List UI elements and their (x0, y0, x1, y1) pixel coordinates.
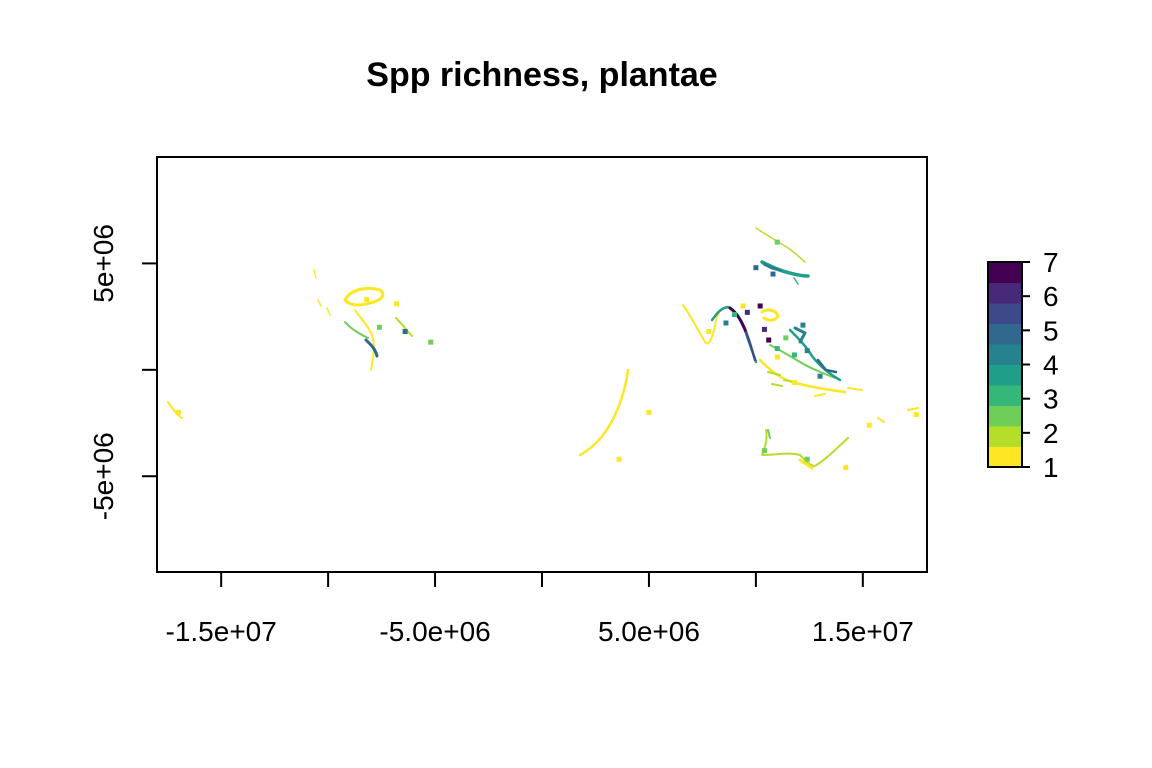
richness-cell (402, 329, 408, 335)
y-tick-label: -5e+06 (88, 432, 119, 520)
richness-cell (376, 324, 382, 330)
colorbar-tick-label: 6 (1043, 281, 1059, 312)
coast-feature (877, 407, 919, 423)
coast-feature (354, 309, 375, 371)
richness-cell (428, 339, 434, 345)
coast-feature (578, 368, 630, 457)
richness-cell (723, 320, 729, 326)
richness-cell (804, 348, 810, 354)
colorbar-tick-label: 1 (1043, 452, 1059, 483)
richness-cell (800, 322, 806, 328)
richness-cell (791, 380, 797, 386)
richness-cell (774, 354, 780, 360)
x-tick-label: 1.5e+07 (812, 616, 914, 647)
colorbar-tick-label: 3 (1043, 384, 1059, 415)
colorbar-tick-label: 7 (1043, 247, 1059, 278)
coast-feature (343, 286, 385, 307)
coast-feature (728, 306, 748, 334)
richness-cell (706, 329, 712, 335)
colorbar-segment (988, 303, 1022, 324)
colorbar-segment (988, 385, 1022, 406)
richness-cell (175, 409, 181, 415)
x-tick-label: -1.5e+07 (166, 616, 277, 647)
coast-feature (793, 326, 807, 344)
colorbar-segment (988, 282, 1022, 304)
richness-cells (175, 239, 919, 471)
coast-feature (167, 401, 183, 419)
richness-cell (646, 409, 652, 415)
coast-feature (793, 277, 799, 285)
y-axis: 5e+06 -5e+06 (88, 224, 157, 520)
y-tick-label: 5e+06 (88, 224, 119, 303)
richness-cell (913, 412, 919, 418)
richness-cell (866, 422, 872, 428)
richness-cell (817, 373, 823, 379)
coast-feature (788, 328, 842, 382)
richness-cell (761, 448, 767, 454)
colorbar-tick-label: 2 (1043, 418, 1059, 449)
colorbar-segment (988, 262, 1022, 283)
colorbar-segment (988, 344, 1022, 365)
richness-cell (364, 297, 370, 303)
richness-cell (791, 352, 797, 358)
colorbar-segment (988, 364, 1022, 386)
richness-cell (616, 456, 622, 462)
coast-feature (313, 269, 331, 316)
richness-cell (761, 326, 767, 332)
coast-feature (767, 371, 795, 387)
coast-feature (816, 358, 838, 374)
richness-cell (744, 309, 750, 315)
coast-feature (364, 338, 379, 358)
coast-feature (344, 321, 369, 339)
coast-feature (767, 429, 771, 439)
coast-feature (744, 330, 757, 362)
colorbar-segment (988, 426, 1022, 447)
x-tick-label: 5.0e+06 (598, 616, 700, 647)
richness-cell (766, 337, 772, 343)
richness-cell (804, 456, 810, 462)
coast-feature (755, 227, 806, 263)
coast-feature (760, 308, 780, 322)
colorbar-segment (988, 405, 1022, 427)
colorbar-segment (988, 323, 1022, 345)
richness-cell (774, 239, 780, 245)
x-tick-label: -5.0e+06 (379, 616, 490, 647)
plot-frame (156, 156, 928, 573)
x-axis: -1.5e+07 -5.0e+06 5.0e+06 1.5e+07 (166, 572, 914, 647)
richness-cell (753, 265, 759, 271)
richness-cell (740, 303, 746, 309)
coast-feature (760, 260, 810, 278)
richness-cell (757, 303, 763, 309)
coast-feature (762, 262, 782, 272)
colorbar-tick-label: 5 (1043, 315, 1059, 346)
richness-cell (394, 301, 400, 307)
richness-cell (843, 465, 849, 471)
richness-cell (783, 335, 789, 341)
richness-cell (774, 346, 780, 352)
coast-feature (758, 358, 847, 394)
coast-feature (395, 317, 413, 337)
chart-title: Spp richness, plantae (366, 56, 718, 94)
land-features (167, 227, 919, 470)
colorbar-tick-label: 4 (1043, 350, 1059, 381)
colorbar-segment (988, 446, 1022, 468)
richness-cell (732, 311, 737, 317)
coast-feature (798, 458, 814, 470)
richness-cell (770, 271, 776, 277)
coast-feature (814, 387, 863, 397)
